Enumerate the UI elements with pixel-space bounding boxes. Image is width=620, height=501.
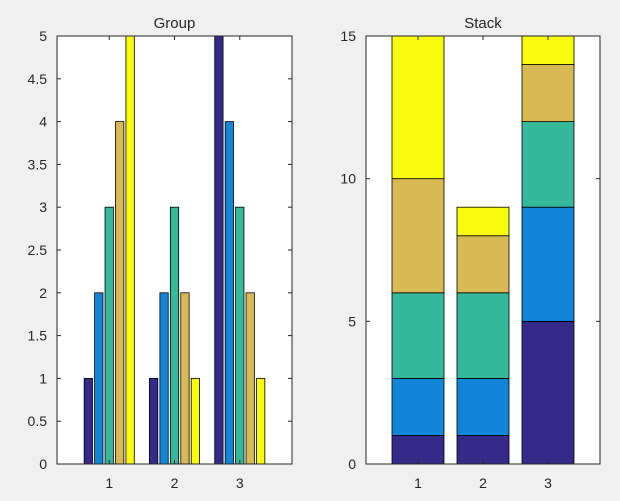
chart-panel-2: 0 5 10 15 1 2 3 Stack [340, 15, 601, 491]
y-tick-label: 0 [39, 456, 47, 472]
bar-cat3-series2 [224, 121, 234, 465]
stacked-segment-cat1-series4 [391, 178, 445, 294]
stacked-segment-cat2-series4 [456, 235, 510, 294]
y-tick-label: 5 [39, 28, 47, 44]
x-tick-label: 1 [105, 475, 113, 491]
x-tick-label: 2 [479, 475, 487, 491]
bar-cat2-series5 [190, 377, 200, 465]
chart-panel-1: 0 0.5 1 1.5 2 2.5 3 3.5 4 4.5 5 1 2 3 Group [28, 15, 293, 491]
bar-cat3-series5 [256, 377, 266, 465]
x-tick-label: 1 [414, 475, 422, 491]
y-tick-label: 1 [39, 370, 47, 386]
bar-cat2-series4 [180, 292, 190, 465]
stacked-segment-cat1-series2 [391, 377, 445, 436]
y-tick-label: 0.5 [28, 413, 48, 429]
bar-cat1-series2 [94, 292, 104, 465]
stacked-segment-cat1-series5 [391, 35, 445, 180]
stacked-segment-cat3-series3 [521, 121, 575, 208]
stacked-segment-cat1-series3 [391, 292, 445, 379]
stacked-segment-cat2-series2 [456, 377, 510, 436]
stacked-segment-cat1-series1 [391, 435, 445, 465]
stacked-segment-cat3-series2 [521, 206, 575, 322]
y-tick-label: 2.5 [28, 242, 48, 258]
y-tick-label: 15 [340, 28, 356, 44]
bar-cat2-series2 [159, 292, 169, 465]
stacked-segment-cat3-series5 [521, 35, 575, 65]
bar-cat1-series1 [83, 377, 93, 465]
stacked-segment-cat2-series3 [456, 292, 510, 379]
bar-cat3-series3 [235, 206, 245, 465]
bar-cat1-series5 [125, 35, 135, 465]
y-tick-label: 2 [39, 285, 47, 301]
bar-cat1-series3 [104, 206, 114, 465]
bar-cat3-series1 [214, 35, 224, 465]
bar-cat2-series3 [169, 206, 180, 465]
x-tick-label: 3 [236, 475, 244, 491]
y-tick-label: 10 [340, 171, 356, 187]
y-tick-label: 5 [348, 313, 356, 329]
bar-cat2-series1 [149, 377, 159, 465]
y-tick-label: 4 [39, 114, 47, 130]
y-tick-label: 4.5 [28, 71, 48, 87]
chart-title: Stack [464, 15, 502, 32]
stacked-segment-cat2-series5 [456, 206, 510, 237]
chart-title: Group [154, 15, 196, 32]
y-tick-label: 0 [348, 456, 356, 472]
bar-cat1-series4 [115, 121, 125, 465]
y-tick-label: 1.5 [28, 328, 48, 344]
x-tick-label: 3 [544, 475, 552, 491]
y-tick-label: 3.5 [28, 156, 48, 172]
stacked-segment-cat3-series4 [521, 64, 575, 122]
stacked-segment-cat2-series1 [456, 435, 510, 465]
bar-cat3-series4 [245, 292, 255, 465]
stacked-segment-cat3-series1 [521, 320, 575, 465]
x-tick-label: 2 [171, 475, 179, 491]
chart-panels: 0 0.5 1 1.5 2 2.5 3 3.5 4 4.5 5 1 2 3 Group 0 5 10 15 1 2 3 St… [28, 15, 601, 491]
y-tick-label: 3 [39, 199, 47, 215]
